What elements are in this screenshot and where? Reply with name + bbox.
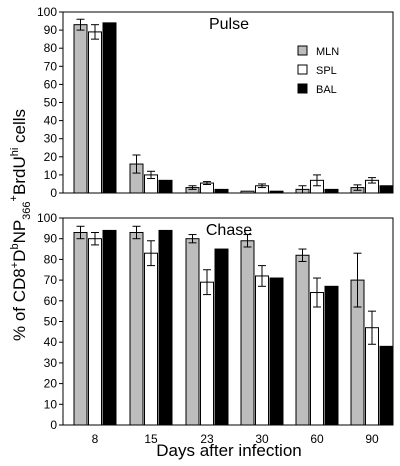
y-tick-label: 100 — [37, 5, 57, 19]
y-tick-label: 20 — [44, 377, 58, 391]
y-tick-label: 80 — [44, 41, 58, 55]
bar-bal-60 — [324, 285, 339, 426]
bar-bal-8 — [102, 229, 117, 426]
y-tick-label: 50 — [44, 315, 58, 329]
bar-mln-23 — [185, 238, 200, 426]
x-tick-label-60: 60 — [310, 432, 324, 446]
panel-title: Chase — [206, 222, 252, 239]
bar-mln-30 — [240, 190, 255, 194]
y-tick-label: 90 — [44, 232, 58, 246]
x-axis-title: Days after infection — [156, 441, 302, 460]
y-axis-title: % of CD8+DbNP366+BrdUhi cells — [8, 109, 33, 341]
legend-label-bal: BAL — [316, 84, 337, 96]
y-axis-title-part-4: BrdU — [10, 156, 29, 195]
y-tick-label: 10 — [44, 397, 58, 411]
chase-panel: 0 10 20 30 40 50 60 70 80 90 100 Chase — [37, 211, 394, 432]
y-tick-label: 0 — [50, 418, 57, 432]
legend-swatch-mln — [297, 45, 308, 56]
y-tick-label: 20 — [44, 150, 58, 164]
y-tick-label: 30 — [44, 132, 58, 146]
bar-bal-15 — [158, 229, 173, 426]
legend-swatch-spl — [297, 64, 308, 75]
y-tick-label: 40 — [44, 114, 58, 128]
bar-spl-30 — [255, 275, 269, 426]
bar-mln-30 — [240, 240, 255, 426]
y-axis-title-part-2: D — [10, 250, 29, 262]
pulse-panel: 0 10 20 30 40 50 60 70 80 90 100 Pulse — [37, 5, 394, 200]
y-tick-label: 70 — [44, 273, 58, 287]
x-tick-label-8: 8 — [92, 432, 99, 446]
y-axis-title-sup-3: + — [8, 195, 20, 201]
x-tick-label-90: 90 — [365, 432, 379, 446]
bar-bal-30 — [269, 277, 284, 426]
bar-bal-15 — [158, 179, 173, 194]
y-tick-label: 60 — [44, 77, 58, 91]
y-tick-label: 10 — [44, 168, 58, 182]
y-axis-title-sup-1: + — [9, 262, 21, 268]
legend: MLN SPL BAL — [290, 40, 360, 102]
bar-spl-23 — [200, 281, 214, 426]
y-axis-title-part-5: cells — [10, 109, 29, 148]
bar-mln-15 — [129, 231, 144, 426]
bar-bal-90 — [379, 185, 394, 194]
bar-bal-23 — [214, 248, 229, 426]
x-tick-label-15: 15 — [144, 432, 158, 446]
bar-bal-23 — [214, 188, 229, 194]
y-tick-label: 80 — [44, 252, 58, 266]
y-tick-label: 0 — [50, 186, 57, 200]
bar-spl-15 — [144, 252, 158, 426]
y-axis-title-sup-4: hi — [9, 148, 21, 157]
x-tick-labels: 8 15 23 30 60 90 — [92, 432, 379, 446]
bar-bal-60 — [324, 188, 339, 194]
legend-label-spl: SPL — [316, 65, 337, 77]
y-tick-label: 70 — [44, 59, 58, 73]
bar-bal-30 — [269, 190, 284, 194]
y-tick-label: 90 — [44, 23, 58, 37]
bar-mln-60 — [295, 254, 310, 426]
bar-spl-8 — [88, 31, 102, 194]
bar-spl-60 — [310, 292, 324, 426]
legend-label-mln: MLN — [316, 46, 339, 58]
y-tick-label: 30 — [44, 356, 58, 370]
y-tick-label: 50 — [44, 96, 58, 110]
y-axis-title-sub-3: 366 — [21, 201, 33, 219]
y-axis-title-part-3: NP — [10, 220, 29, 244]
bar-mln-8 — [73, 24, 88, 194]
bar-mln-8 — [73, 231, 88, 426]
y-tick-label: 100 — [37, 211, 57, 225]
x-tick-label-30: 30 — [255, 432, 269, 446]
y-tick-label: 60 — [44, 294, 58, 308]
bar-bal-90 — [379, 345, 394, 426]
y-axis-title-sup-2: b — [9, 243, 21, 249]
x-tick-label-23: 23 — [200, 432, 214, 446]
y-tick-label: 40 — [44, 335, 58, 349]
bar-bal-8 — [102, 22, 117, 194]
y-axis-title-part-1: % of CD8 — [10, 268, 29, 341]
legend-swatch-bal — [297, 83, 308, 94]
bar-spl-8 — [88, 238, 102, 426]
panel-title: Pulse — [209, 16, 249, 33]
